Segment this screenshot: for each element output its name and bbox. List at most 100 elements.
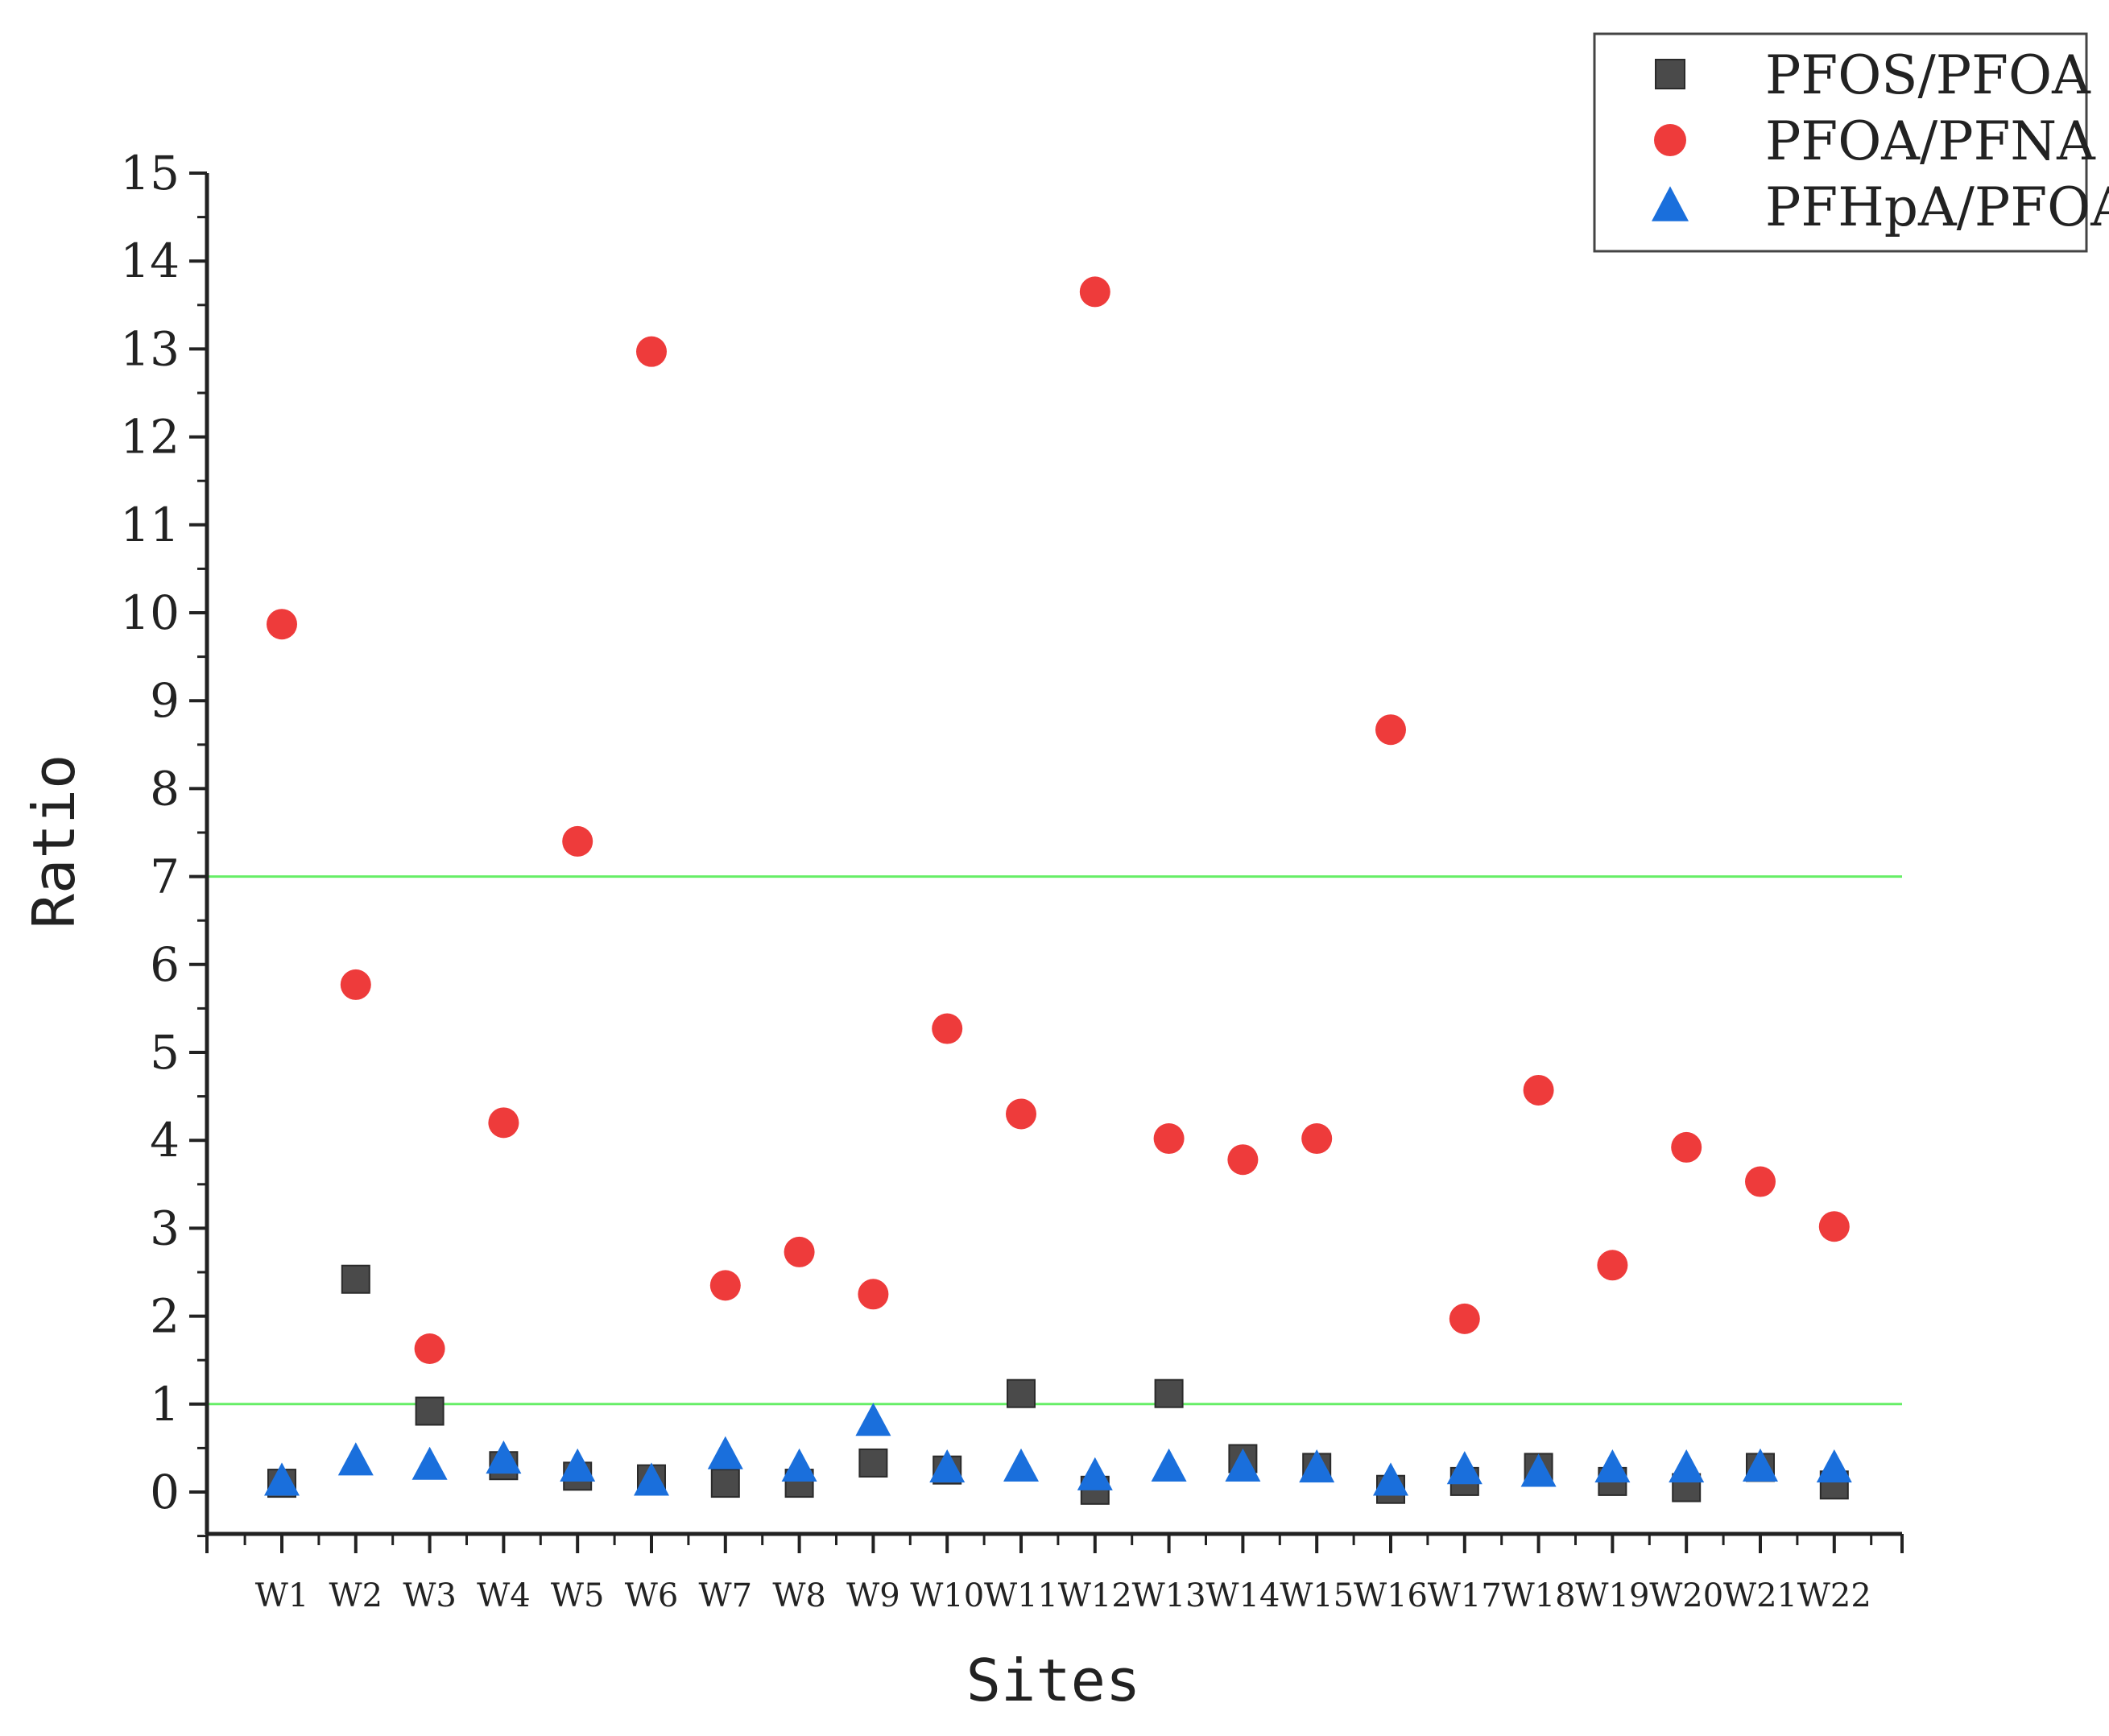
legend-label: PFOA/PFNA bbox=[1765, 110, 2096, 172]
y-tick-label: 10 bbox=[120, 585, 180, 640]
x-tick-label: W5 bbox=[551, 1577, 605, 1614]
pfhpa-pfoa-point bbox=[855, 1403, 891, 1436]
pfhpa-pfoa-point bbox=[264, 1462, 300, 1496]
pfos-pfoa-point bbox=[710, 1469, 740, 1498]
x-tick-label: W16 bbox=[1354, 1577, 1428, 1614]
y-tick-label: 12 bbox=[120, 410, 180, 465]
y-axis-title: Ratio bbox=[20, 754, 88, 929]
pfoa-pfna-point bbox=[488, 1107, 519, 1139]
pfhpa-pfoa-point bbox=[929, 1449, 966, 1483]
pfhpa-pfoa-point bbox=[1077, 1457, 1113, 1490]
pfoa-pfna-point bbox=[562, 825, 593, 857]
pfos-pfoa-point bbox=[415, 1396, 445, 1426]
pfhpa-pfoa-point bbox=[1743, 1448, 1778, 1482]
pfoa-pfna-point bbox=[636, 336, 667, 367]
pfhpa-pfoa-point bbox=[781, 1448, 817, 1482]
legend-marker bbox=[1654, 124, 1686, 156]
pfoa-pfna-point bbox=[1597, 1250, 1628, 1281]
x-tick-label: W13 bbox=[1132, 1577, 1206, 1614]
legend-marker bbox=[1652, 186, 1689, 221]
pfoa-pfna-point bbox=[932, 1013, 963, 1044]
pfoa-pfna-point bbox=[1227, 1144, 1259, 1176]
y-tick-label: 15 bbox=[120, 146, 180, 200]
x-tick-label: W14 bbox=[1205, 1577, 1280, 1614]
pfoa-pfna-point bbox=[1375, 714, 1406, 746]
x-tick-label: W18 bbox=[1502, 1577, 1576, 1614]
pfoa-pfna-point bbox=[1301, 1123, 1333, 1155]
y-tick-label: 5 bbox=[150, 1025, 180, 1080]
pfoa-pfna-point bbox=[858, 1279, 889, 1310]
pfhpa-pfoa-point bbox=[411, 1446, 448, 1480]
pfhpa-pfoa-point bbox=[1669, 1449, 1705, 1483]
pfoa-pfna-point bbox=[414, 1333, 445, 1365]
pfoa-pfna-point bbox=[1079, 276, 1110, 308]
y-tick-label: 6 bbox=[150, 937, 180, 992]
pfhpa-pfoa-point bbox=[1816, 1449, 1852, 1483]
x-tick-label: W11 bbox=[984, 1577, 1058, 1614]
x-tick-label: W9 bbox=[846, 1577, 900, 1614]
y-tick-label: 2 bbox=[150, 1289, 180, 1344]
x-tick-label: W3 bbox=[403, 1577, 457, 1614]
y-tick-label: 13 bbox=[120, 321, 180, 376]
y-tick-label: 0 bbox=[150, 1465, 180, 1519]
data-points bbox=[264, 276, 1852, 1505]
x-tick-label: W21 bbox=[1723, 1577, 1797, 1614]
pfhpa-pfoa-point bbox=[1151, 1448, 1187, 1482]
pfoa-pfna-point bbox=[1818, 1211, 1850, 1242]
pfhpa-pfoa-point bbox=[1520, 1453, 1557, 1487]
pfhpa-pfoa-point bbox=[1003, 1448, 1039, 1482]
y-tick-label: 8 bbox=[150, 761, 180, 816]
pfos-pfoa-point bbox=[1154, 1378, 1184, 1408]
pfhpa-pfoa-point bbox=[1299, 1449, 1335, 1483]
y-tick-label: 1 bbox=[150, 1377, 180, 1432]
y-tick-label: 7 bbox=[150, 849, 180, 904]
x-tick-label: W4 bbox=[477, 1577, 531, 1614]
y-tick-label: 3 bbox=[150, 1201, 180, 1255]
pfhpa-pfoa-point bbox=[1225, 1448, 1261, 1482]
pfhpa-pfoa-point bbox=[486, 1440, 522, 1474]
legend-label: PFHpA/PFOA bbox=[1765, 176, 2109, 238]
pfhpa-pfoa-point bbox=[1594, 1449, 1631, 1483]
pfhpa-pfoa-point bbox=[337, 1442, 374, 1476]
x-tick-label: W17 bbox=[1428, 1577, 1502, 1614]
pfos-pfoa-point bbox=[1007, 1378, 1036, 1408]
x-tick-label: W8 bbox=[772, 1577, 826, 1614]
x-tick-label: W10 bbox=[910, 1577, 984, 1614]
legend-marker bbox=[1655, 59, 1685, 89]
y-tick-label: 14 bbox=[120, 234, 180, 288]
x-tick-label: W22 bbox=[1797, 1577, 1871, 1614]
x-tick-label: W19 bbox=[1575, 1577, 1649, 1614]
pfoa-pfna-point bbox=[1006, 1098, 1036, 1130]
x-tick-label: W1 bbox=[255, 1577, 309, 1614]
pfoa-pfna-point bbox=[1153, 1123, 1185, 1155]
pfos-pfoa-point bbox=[341, 1264, 370, 1294]
x-tick-label: W15 bbox=[1280, 1577, 1354, 1614]
pfoa-pfna-point bbox=[1523, 1074, 1554, 1106]
x-tick-label: W7 bbox=[699, 1577, 753, 1614]
pfhpa-pfoa-point bbox=[1373, 1462, 1408, 1496]
pfhpa-pfoa-point bbox=[707, 1436, 743, 1469]
x-tick-label: W2 bbox=[329, 1577, 383, 1614]
pfoa-pfna-point bbox=[267, 609, 297, 640]
y-tick-label: 4 bbox=[150, 1113, 180, 1168]
pfoa-pfna-point bbox=[709, 1270, 741, 1301]
reference-lines bbox=[207, 875, 1902, 1406]
y-tick-label: 9 bbox=[150, 673, 180, 728]
pfhpa-pfoa-point bbox=[1446, 1451, 1483, 1485]
pfhpa-pfoa-point bbox=[634, 1462, 669, 1496]
x-tick-label: W6 bbox=[625, 1577, 679, 1614]
pfoa-pfna-point bbox=[1449, 1303, 1480, 1334]
x-tick-label: W20 bbox=[1649, 1577, 1723, 1614]
pfos-pfoa-point bbox=[858, 1448, 888, 1478]
y-tick-label: 11 bbox=[120, 498, 180, 552]
legend-label: PFOS/PFOA bbox=[1765, 44, 2091, 106]
pfoa-pfna-point bbox=[1745, 1166, 1776, 1197]
x-axis-title: Sites bbox=[966, 1647, 1141, 1714]
x-tick-label: W12 bbox=[1058, 1577, 1132, 1614]
pfoa-pfna-point bbox=[1671, 1131, 1702, 1163]
pfhpa-pfoa-point bbox=[560, 1448, 596, 1482]
pfoa-pfna-point bbox=[340, 969, 371, 1000]
